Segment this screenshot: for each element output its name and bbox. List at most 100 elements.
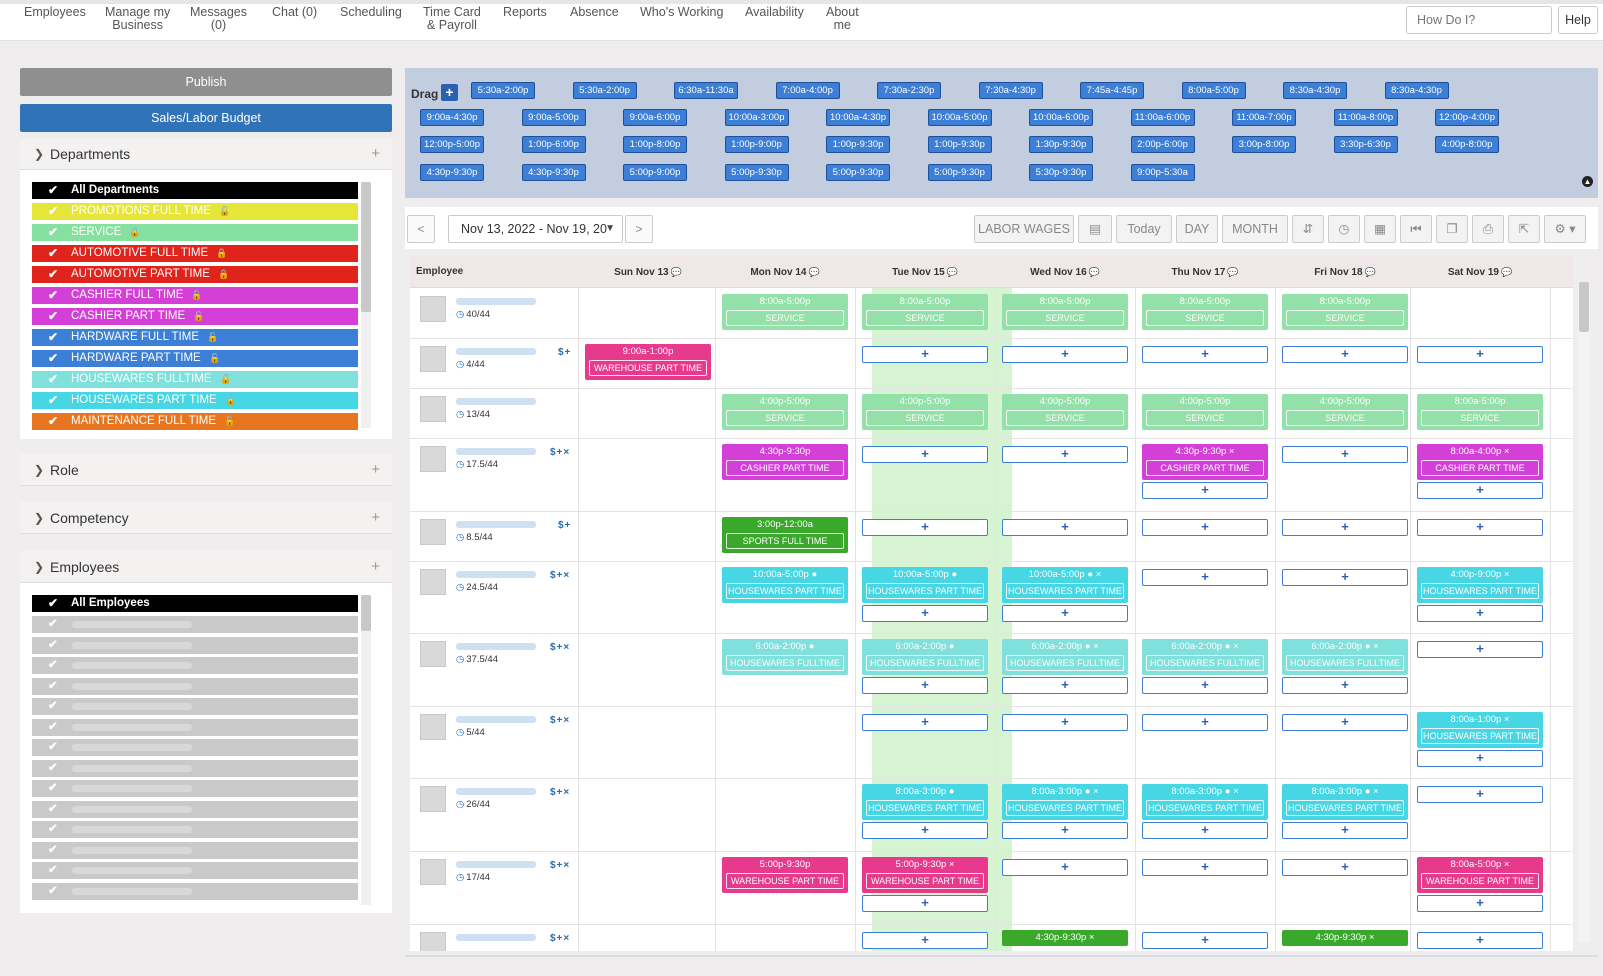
blurred-employee-name[interactable] [456, 788, 536, 795]
department-row[interactable]: ✔ HOUSEWARES FULLTIME 🔓 [32, 371, 358, 388]
shift-template-chip[interactable]: 12:00p-5:00p [420, 136, 484, 153]
comment-icon[interactable]: 💬 [946, 267, 958, 277]
shift-block[interactable]: 10:00a-5:00p ● HOUSEWARES PART TIME [862, 567, 988, 603]
add-shift-button[interactable]: + [862, 714, 988, 731]
add-shift-button[interactable]: + [1282, 677, 1408, 694]
shift-template-chip[interactable]: 7:45a-4:45p [1080, 82, 1144, 99]
shift-template-chip[interactable]: 5:00p-9:30p [826, 164, 890, 181]
shift-template-chip[interactable]: 9:00p-5:30a [1130, 164, 1195, 181]
shift-template-chip[interactable]: 3:00p-8:00p [1232, 136, 1296, 153]
add-shift-button[interactable]: + [1417, 605, 1543, 622]
shift-block[interactable]: 4:00p-9:00p × HOUSEWARES PART TIME [1417, 567, 1543, 603]
shift-block[interactable]: 6:00a-2:00p ● HOUSEWARES FULLTIME [722, 639, 848, 675]
add-shift-button[interactable]: + [862, 605, 988, 622]
employee-action-icons[interactable]: $+× [550, 715, 571, 726]
comment-icon[interactable]: 💬 [1364, 267, 1376, 277]
add-shift-button[interactable]: + [862, 822, 988, 839]
shift-template-chip[interactable]: 10:00a-5:00p [927, 109, 992, 126]
collapse-icon[interactable]: ▲ [1582, 176, 1593, 187]
day-header[interactable]: Tue Nov 15 💬 [855, 256, 995, 288]
shift-block[interactable]: 8:00a-4:00p × CASHIER PART TIME [1417, 444, 1543, 480]
add-shift-button[interactable]: + [1282, 446, 1408, 463]
shift-template-chip[interactable]: 8:30a-4:30p [1384, 82, 1449, 99]
shift-template-chip[interactable]: 10:00a-3:00p [724, 109, 789, 126]
shift-template-chip[interactable]: 5:30p-9:30p [1029, 164, 1093, 181]
shift-template-chip[interactable]: 10:00a-4:30p [826, 109, 890, 126]
shift-block[interactable]: 4:00p-5:00p SERVICE [1282, 394, 1408, 430]
add-department-icon[interactable]: + [371, 145, 380, 162]
blurred-employee-name[interactable] [456, 861, 536, 868]
employee-action-icons[interactable]: $+× [550, 933, 571, 944]
how-do-i-search-input[interactable] [1406, 6, 1552, 34]
shift-template-chip[interactable]: 12:00p-4:00p [1435, 109, 1499, 126]
department-row[interactable]: ✔ HARDWARE PART TIME 🔓 [32, 350, 358, 367]
nav-item-messages-0[interactable]: Messages (0) [190, 5, 247, 32]
shift-block[interactable]: 9:00a-1:00p WAREHOUSE PART TIME [585, 344, 711, 380]
employee-filter-row[interactable]: ✔ [32, 657, 358, 674]
avatar[interactable] [420, 296, 446, 322]
add-shift-button[interactable]: + [1417, 519, 1543, 536]
employee-action-icons[interactable]: $+× [550, 642, 571, 653]
help-button[interactable]: Help [1558, 6, 1598, 34]
avatar[interactable] [420, 786, 446, 812]
unlock-icon[interactable]: 🔓 [220, 374, 232, 384]
avatar[interactable] [420, 641, 446, 667]
employee-filter-row[interactable]: ✔ [32, 841, 358, 859]
add-shift-button[interactable]: + [1142, 346, 1268, 363]
shift-template-chip[interactable]: 4:30p-9:30p [420, 164, 484, 181]
unlock-icon[interactable]: 🔓 [209, 353, 221, 363]
department-row[interactable]: ✔ HOUSEWARES PART TIME 🔓 [32, 392, 358, 409]
departments-scroll-thumb[interactable] [361, 182, 371, 312]
shift-block[interactable]: 8:00a-5:00p SERVICE [722, 294, 848, 330]
nav-item-time-card-payroll[interactable]: Time Card & Payroll [423, 5, 481, 32]
add-shift-button[interactable]: + [862, 346, 988, 363]
blurred-employee-name[interactable] [456, 571, 536, 578]
add-shift-button[interactable]: + [1142, 519, 1268, 536]
blurred-employee-name[interactable] [456, 298, 536, 305]
shift-template-chip[interactable]: 5:30a-2:00p [572, 82, 637, 99]
comment-icon[interactable]: 💬 [1500, 267, 1513, 277]
publish-button[interactable]: Publish [20, 68, 392, 96]
comment-icon[interactable]: 💬 [1088, 267, 1100, 277]
blurred-employee-name[interactable] [456, 448, 536, 455]
shift-template-chip[interactable]: 5:00p-9:30p [927, 164, 992, 181]
shift-block[interactable]: 8:00a-3:00p ● × HOUSEWARES PART TIME [1282, 784, 1408, 820]
shift-template-chip[interactable]: 1:00p-9:00p [724, 136, 789, 153]
blurred-employee-name[interactable] [456, 716, 536, 723]
grid-scrollbar[interactable] [1578, 282, 1590, 942]
department-row[interactable]: ✔ CASHIER PART TIME 🔓 [32, 308, 358, 325]
department-row[interactable]: ✔ HARDWARE FULL TIME 🔓 [32, 329, 358, 346]
day-header[interactable]: Wed Nov 16 💬 [995, 256, 1135, 288]
shift-template-chip[interactable]: 1:00p-8:00p [623, 136, 687, 153]
nav-item-scheduling[interactable]: Scheduling [340, 5, 402, 19]
calendar-icon[interactable]: ▦ [1364, 215, 1396, 243]
money-icon-button[interactable]: ▤ [1078, 215, 1112, 243]
add-shift-button[interactable]: + [1417, 641, 1543, 658]
blurred-employee-name[interactable] [456, 643, 536, 650]
add-shift-button[interactable]: + [1142, 677, 1268, 694]
labor-wages-button[interactable]: LABOR WAGES [974, 215, 1074, 243]
lock-icon[interactable]: 🔒 [218, 269, 230, 279]
day-header[interactable]: Fri Nov 18 💬 [1275, 256, 1415, 288]
avatar[interactable] [420, 932, 446, 951]
shift-block[interactable]: 10:00a-5:00p ● HOUSEWARES PART TIME [722, 567, 848, 603]
avatar[interactable] [420, 446, 446, 472]
employee-action-icons[interactable]: $+× [550, 860, 571, 871]
comment-icon[interactable]: 💬 [808, 267, 820, 277]
unlock-icon[interactable]: 🔓 [224, 416, 236, 426]
shift-template-chip[interactable]: 4:30p-9:30p [521, 164, 586, 181]
sales-labor-budget-button[interactable]: Sales/Labor Budget [20, 104, 392, 132]
shift-template-chip[interactable]: 11:00a-7:00p [1232, 109, 1296, 126]
department-row[interactable]: ✔ CASHIER FULL TIME 🔓 [32, 287, 358, 304]
add-competency-icon[interactable]: + [371, 509, 380, 526]
shift-template-chip[interactable]: 9:00a-5:00p [521, 109, 586, 126]
add-shift-button[interactable]: + [1142, 932, 1268, 949]
add-shift-button[interactable]: + [1002, 859, 1128, 876]
add-shift-button[interactable]: + [1282, 519, 1408, 536]
department-row[interactable]: ✔ SERVICE 🔒 [32, 224, 358, 241]
add-shift-button[interactable]: + [1002, 519, 1128, 536]
shift-block[interactable]: 8:00a-3:00p ● HOUSEWARES PART TIME [862, 784, 988, 820]
shift-template-chip[interactable]: 5:00p-9:00p [623, 164, 687, 181]
shift-template-chip[interactable]: 3:30p-6:30p [1333, 136, 1398, 153]
all-employees-row[interactable]: ✔ All Employees [32, 595, 358, 612]
